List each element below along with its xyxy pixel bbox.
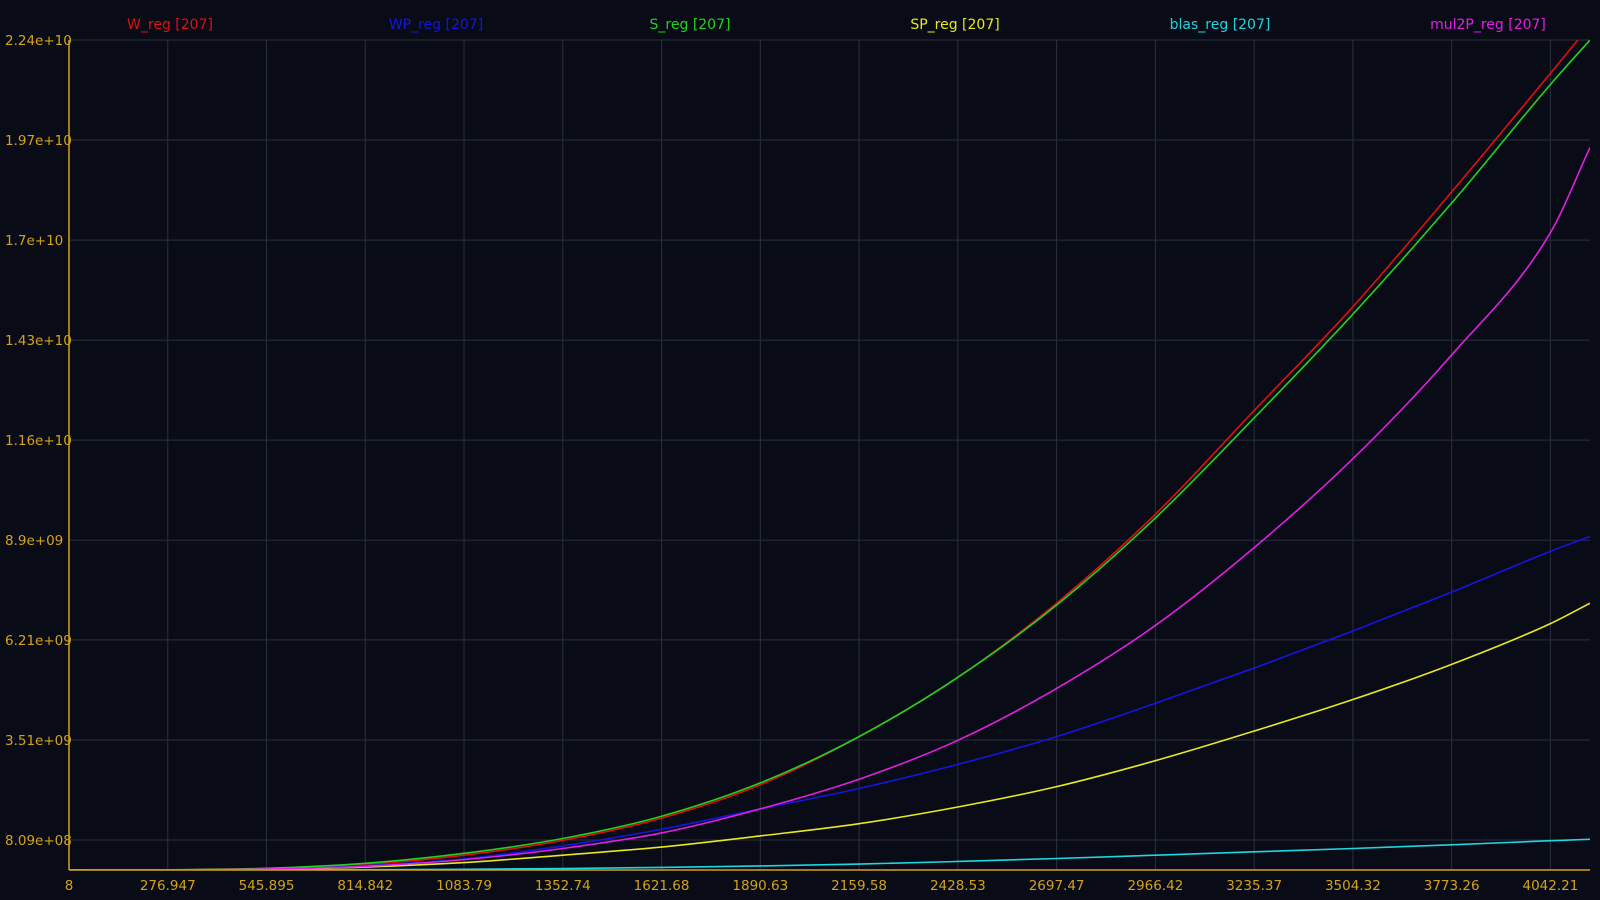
x-tick-label: 2697.47: [1029, 878, 1085, 894]
x-tick-label: 1352.74: [535, 878, 591, 894]
series-line: [69, 40, 1590, 870]
x-tick-label: 3504.32: [1325, 878, 1381, 894]
y-tick-label: 2.24e+10: [5, 33, 72, 49]
y-tick-labels: 2.24e+10 1.97e+10 1.7e+10 1.43e+10 1.16e+10 8…: [5, 33, 72, 849]
y-tick-label: 1.16e+10: [5, 433, 72, 449]
x-tick-label: 3235.37: [1226, 878, 1282, 894]
x-tick-label: 814.842: [337, 878, 393, 894]
x-tick-label: 3773.26: [1424, 878, 1480, 894]
x-tick-label: 276.947: [140, 878, 196, 894]
x-tick-label: 4042.21: [1523, 878, 1579, 894]
legend-item: WP_reg [207]: [389, 17, 483, 33]
series-line: [69, 147, 1590, 870]
x-tick-label: 1890.63: [732, 878, 788, 894]
y-tick-label: 3.51e+09: [5, 733, 72, 749]
x-tick-label: 2966.42: [1127, 878, 1183, 894]
legend-item: W_reg [207]: [127, 17, 213, 33]
legend-item: mul2P_reg [207]: [1430, 17, 1546, 33]
y-tick-label: 1.97e+10: [5, 133, 72, 149]
y-tick-label: 8.9e+09: [5, 533, 63, 549]
x-tick-label: 8: [65, 878, 74, 894]
series-lines: [69, 40, 1590, 870]
legend-item: blas_reg [207]: [1170, 17, 1271, 33]
y-tick-label: 8.09e+08: [5, 833, 72, 849]
y-tick-label: 1.43e+10: [5, 333, 72, 349]
legend-item: SP_reg [207]: [910, 17, 999, 33]
y-tick-label: 6.21e+09: [5, 633, 72, 649]
y-tick-label: 1.7e+10: [5, 233, 63, 249]
x-tick-label: 545.895: [239, 878, 295, 894]
grid: [69, 39, 1590, 870]
legend: W_reg [207] WP_reg [207] S_reg [207] SP_reg…: [127, 17, 1546, 33]
x-tick-label: 1621.68: [634, 878, 690, 894]
x-tick-label: 2428.53: [930, 878, 986, 894]
x-tick-label: 1083.79: [436, 878, 492, 894]
axes: [68, 40, 1590, 871]
legend-item: S_reg [207]: [650, 17, 731, 33]
x-tick-labels: 8 276.947 545.895 814.842 1083.79 1352.74 1621…: [65, 878, 1579, 894]
x-tick-label: 2159.58: [831, 878, 887, 894]
